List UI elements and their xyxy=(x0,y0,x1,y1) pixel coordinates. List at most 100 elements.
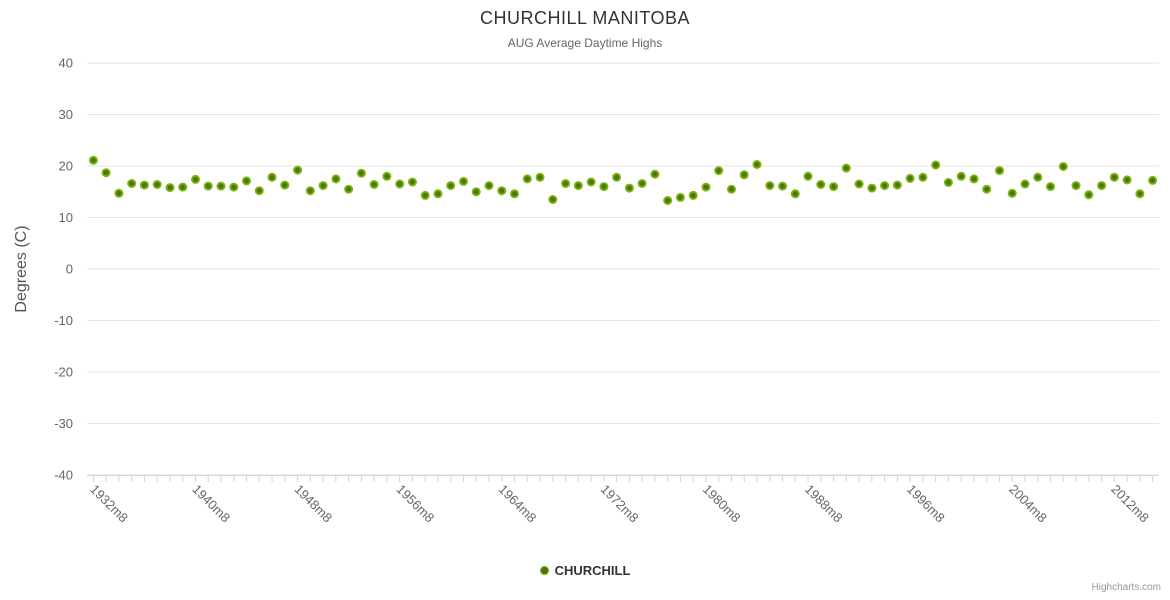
data-point[interactable] xyxy=(203,181,213,191)
x-tick-label: 1988m8 xyxy=(802,482,846,526)
data-point[interactable] xyxy=(701,182,711,192)
y-tick-label: -40 xyxy=(54,468,73,483)
legend-item-churchill[interactable]: CHURCHILL xyxy=(539,563,631,578)
data-point[interactable] xyxy=(318,181,328,191)
chart-subtitle: AUG Average Daytime Highs xyxy=(507,36,663,50)
data-point[interactable] xyxy=(191,174,200,184)
data-point[interactable] xyxy=(803,171,813,181)
data-point[interactable] xyxy=(1058,162,1068,171)
data-point[interactable] xyxy=(382,171,392,181)
data-point[interactable] xyxy=(139,180,149,190)
data-point[interactable] xyxy=(829,182,839,192)
data-point[interactable] xyxy=(446,181,456,191)
data-point[interactable] xyxy=(510,189,519,199)
data-point[interactable] xyxy=(1109,172,1119,182)
x-tick-label: 1956m8 xyxy=(394,482,438,526)
data-point[interactable] xyxy=(356,168,366,178)
data-point[interactable] xyxy=(982,184,992,194)
data-point[interactable] xyxy=(344,184,354,194)
data-point[interactable] xyxy=(637,179,647,188)
data-point[interactable] xyxy=(331,174,341,184)
data-point[interactable] xyxy=(229,182,239,192)
data-point[interactable] xyxy=(624,183,634,193)
data-point[interactable] xyxy=(714,166,724,176)
data-point[interactable] xyxy=(892,180,902,190)
data-point[interactable] xyxy=(688,190,698,200)
x-tick-label: 1932m8 xyxy=(87,482,131,526)
data-point[interactable] xyxy=(739,170,749,180)
x-tick-label: 2004m8 xyxy=(1006,482,1050,526)
data-point[interactable] xyxy=(1046,182,1055,192)
data-point[interactable] xyxy=(152,180,162,189)
data-point[interactable] xyxy=(1122,175,1132,185)
data-point[interactable] xyxy=(522,174,532,184)
data-point[interactable] xyxy=(1148,175,1158,185)
data-point[interactable] xyxy=(778,181,787,191)
data-point[interactable] xyxy=(943,178,953,187)
data-point[interactable] xyxy=(854,179,864,189)
data-point[interactable] xyxy=(969,174,979,184)
data-point[interactable] xyxy=(931,160,941,170)
data-point[interactable] xyxy=(995,166,1004,176)
data-point[interactable] xyxy=(1020,179,1030,189)
data-point[interactable] xyxy=(573,181,583,191)
data-point[interactable] xyxy=(114,188,124,198)
y-tick-label: 20 xyxy=(59,159,73,174)
data-point[interactable] xyxy=(765,181,775,191)
data-point[interactable] xyxy=(420,190,430,200)
data-point[interactable] xyxy=(433,189,443,199)
data-point[interactable] xyxy=(101,168,111,178)
y-tick-label: 0 xyxy=(66,262,73,277)
data-point[interactable] xyxy=(178,182,188,192)
data-point[interactable] xyxy=(612,172,622,182)
data-point[interactable] xyxy=(1135,189,1145,199)
data-point[interactable] xyxy=(395,179,405,189)
y-tick-label: 30 xyxy=(59,107,73,122)
data-point[interactable] xyxy=(497,186,507,196)
data-point[interactable] xyxy=(956,171,966,181)
data-point[interactable] xyxy=(841,163,851,173)
data-point[interactable] xyxy=(535,172,545,182)
data-point[interactable] xyxy=(727,184,736,194)
data-point[interactable] xyxy=(599,182,609,192)
data-point[interactable] xyxy=(1084,190,1094,200)
data-point[interactable] xyxy=(459,176,468,186)
data-point[interactable] xyxy=(254,186,264,196)
data-point[interactable] xyxy=(905,173,915,183)
data-point[interactable] xyxy=(407,177,417,187)
y-tick-label: -20 xyxy=(54,365,73,380)
data-point[interactable] xyxy=(471,187,481,197)
data-point[interactable] xyxy=(242,176,251,186)
data-point[interactable] xyxy=(816,180,826,189)
data-point[interactable] xyxy=(216,181,226,191)
data-point[interactable] xyxy=(280,180,290,190)
x-tick-label: 2012m8 xyxy=(1108,482,1152,526)
data-point[interactable] xyxy=(1071,181,1081,191)
data-point[interactable] xyxy=(369,180,379,189)
series-marker-icon xyxy=(539,566,549,575)
data-point[interactable] xyxy=(880,181,890,191)
highcharts-credit[interactable]: Highcharts.com xyxy=(1091,582,1161,593)
data-point[interactable] xyxy=(586,177,596,187)
legend-label: CHURCHILL xyxy=(554,563,631,578)
data-point[interactable] xyxy=(650,169,660,179)
x-tick-label: 1996m8 xyxy=(904,482,948,526)
data-point[interactable] xyxy=(267,172,277,182)
data-point[interactable] xyxy=(127,179,137,188)
data-point[interactable] xyxy=(293,165,303,175)
data-point[interactable] xyxy=(561,179,571,188)
data-point[interactable] xyxy=(752,160,762,169)
data-point[interactable] xyxy=(790,189,800,199)
data-point[interactable] xyxy=(484,181,494,191)
data-point[interactable] xyxy=(867,183,877,193)
data-point[interactable] xyxy=(675,192,685,202)
data-point[interactable] xyxy=(165,183,175,193)
data-point[interactable] xyxy=(88,155,98,165)
data-point[interactable] xyxy=(918,172,928,182)
data-point[interactable] xyxy=(305,186,315,196)
data-point[interactable] xyxy=(1007,188,1017,198)
data-point[interactable] xyxy=(548,195,558,204)
data-point[interactable] xyxy=(663,196,673,205)
data-point[interactable] xyxy=(1033,172,1043,182)
data-point[interactable] xyxy=(1097,181,1107,191)
